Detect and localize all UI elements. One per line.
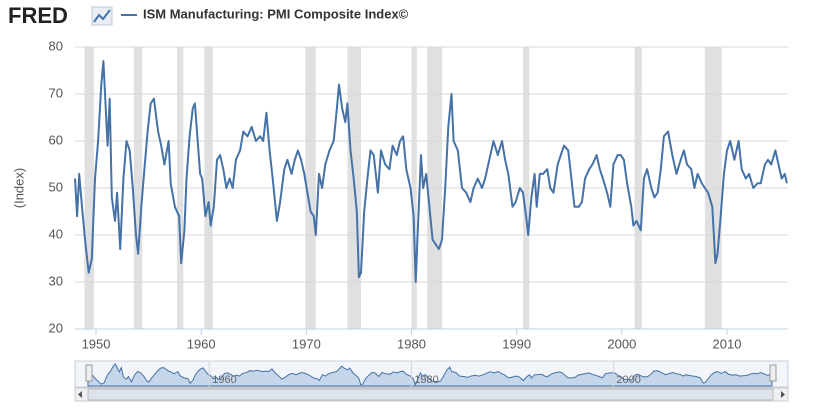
scrollbar-thumb[interactable] [87, 388, 774, 401]
x-tick-label: 1970 [292, 336, 321, 351]
navigator-tick-label: 2000 [616, 374, 640, 386]
y-axis-label: (Index) [11, 168, 26, 208]
navigator[interactable]: 1960 1980 2000 [74, 360, 789, 388]
x-tick-label: 1980 [397, 336, 426, 351]
navigator-tick-label: 1980 [414, 374, 438, 386]
y-tick-label: 40 [49, 226, 63, 241]
navigator-area [87, 363, 773, 387]
y-tick-label: 80 [49, 38, 63, 53]
y-tick-label: 50 [49, 179, 63, 194]
x-tick-label: 2000 [607, 336, 636, 351]
navigator-handle[interactable] [769, 364, 777, 382]
x-tick-label: 1950 [82, 336, 111, 351]
y-tick-label: 30 [49, 273, 63, 288]
x-tick-label: 1960 [187, 336, 216, 351]
y-tick-label: 20 [49, 320, 63, 335]
x-tick-label: 1990 [502, 336, 531, 351]
x-tick-label: 2010 [713, 336, 742, 351]
navigator-handle[interactable] [85, 364, 93, 382]
y-tick-label: 70 [49, 85, 63, 100]
scroll-right[interactable] [781, 391, 785, 398]
y-tick-label: 60 [49, 132, 63, 147]
scrollbar[interactable] [74, 387, 789, 402]
navigator-tick-label: 1960 [212, 374, 236, 386]
logo-icon [91, 6, 113, 26]
data-line [74, 60, 788, 283]
logo: FRED [8, 3, 68, 28]
scroll-left[interactable] [78, 391, 82, 398]
legend-label: ISM Manufacturing: PMI Composite Index© [143, 6, 409, 21]
